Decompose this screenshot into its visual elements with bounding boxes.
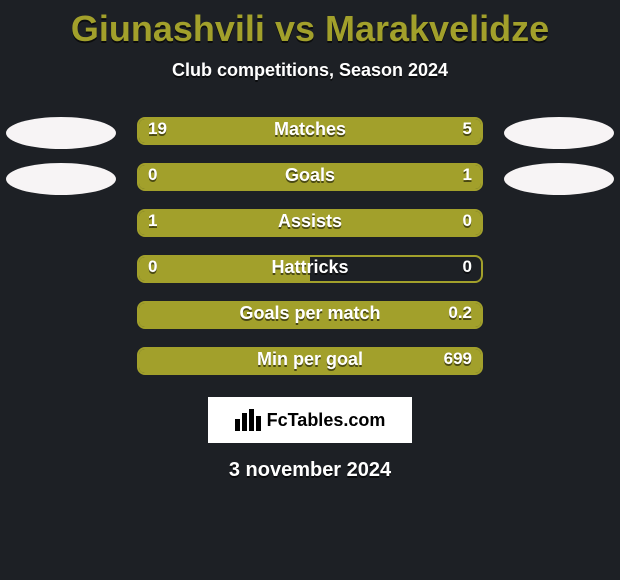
stat-row: 01Goals <box>0 161 620 207</box>
stat-row: 195Matches <box>0 115 620 161</box>
stat-label: Assists <box>137 207 483 235</box>
player-right-ellipse <box>504 163 614 195</box>
stat-label: Matches <box>137 115 483 143</box>
fctables-icon <box>235 409 261 431</box>
stat-row: 0.2Goals per match <box>0 299 620 345</box>
logo-text: FcTables.com <box>267 410 386 431</box>
stat-row: 00Hattricks <box>0 253 620 299</box>
stat-label: Goals <box>137 161 483 189</box>
stat-label: Hattricks <box>137 253 483 281</box>
player-right-ellipse <box>504 117 614 149</box>
player-left-ellipse <box>6 163 116 195</box>
date-label: 3 november 2024 <box>0 459 620 482</box>
stat-label: Goals per match <box>137 299 483 327</box>
stat-row: 699Min per goal <box>0 345 620 391</box>
stat-label: Min per goal <box>137 345 483 373</box>
page-title: Giunashvili vs Marakvelidze <box>0 0 620 50</box>
player-left-ellipse <box>6 117 116 149</box>
logo-box: FcTables.com <box>208 397 412 443</box>
page-subtitle: Club competitions, Season 2024 <box>0 60 620 81</box>
stat-row: 10Assists <box>0 207 620 253</box>
stats-container: 195Matches01Goals10Assists00Hattricks0.2… <box>0 115 620 391</box>
